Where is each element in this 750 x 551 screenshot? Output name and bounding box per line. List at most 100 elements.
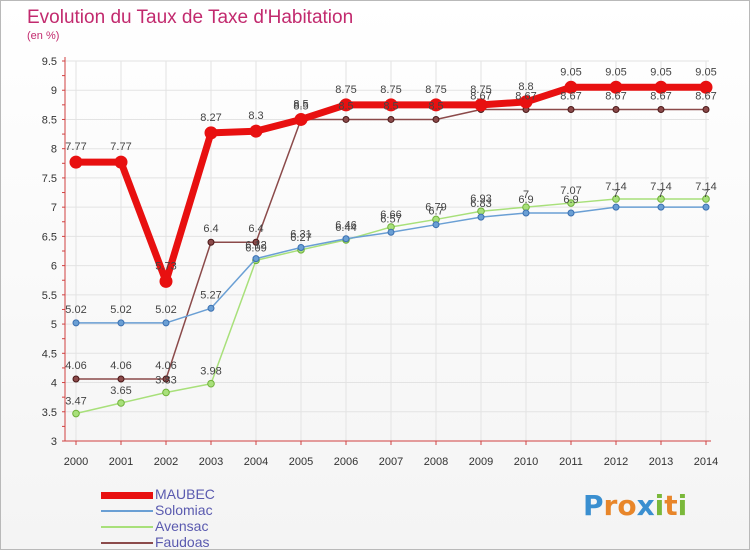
data-point-maubec [204,126,218,140]
legend-swatch [101,542,153,544]
data-label-faudoas: 8.67 [515,91,536,103]
data-label-faudoas: 8.67 [695,91,716,103]
data-label-faudoas: 8.67 [605,91,626,103]
data-label-maubec: 8.5 [293,98,308,110]
data-point-maubec [654,80,668,94]
logo-letter: t [664,489,678,522]
data-point-solomiac [657,203,665,211]
data-label-maubec: 7.77 [110,141,131,153]
data-point-maubec [249,124,263,138]
data-point-solomiac [117,319,125,327]
data-point-faudoas [657,106,665,114]
legend-label: Avensac [155,518,209,534]
data-point-faudoas [387,115,395,123]
data-label-avensac: 7 [523,189,529,201]
data-label-avensac: 6.27 [290,232,311,244]
data-label-maubec: 8.75 [335,84,356,96]
legend-swatch [101,510,153,512]
data-label-maubec: 8.3 [248,110,263,122]
data-point-faudoas [162,375,170,383]
data-label-faudoas: 8.5 [383,100,398,112]
data-label-maubec: 8.27 [200,112,221,124]
data-label-solomiac: 5.02 [110,304,131,316]
data-point-solomiac [432,221,440,229]
x-tick-label: 2009 [469,456,493,468]
data-label-avensac: 7.14 [695,181,716,193]
data-point-solomiac [72,319,80,327]
data-label-faudoas: 8.5 [428,100,443,112]
data-label-maubec: 7.77 [65,141,86,153]
legend-swatch [101,526,153,528]
data-point-maubec [609,80,623,94]
y-tick-label: 6.5 [42,231,57,243]
data-point-maubec [699,80,713,94]
data-label-avensac: 7.14 [650,181,671,193]
data-label-maubec: 9.05 [695,66,716,78]
chart-unit-label: (en %) [27,30,60,42]
y-tick-label: 6 [51,261,57,273]
x-tick-label: 2006 [334,456,358,468]
data-label-faudoas: 8.5 [338,100,353,112]
legend-label: MAUBEC [155,486,215,502]
logo-letter: o [617,489,637,522]
logo-letter: i [677,489,688,522]
proxiti-logo: Proxiti [583,489,687,522]
y-tick-label: 4.5 [42,348,57,360]
data-point-maubec [384,98,398,112]
data-label-avensac: 3.98 [200,366,221,378]
legend-label: Solomiac [155,502,213,518]
data-label-faudoas: 8.67 [650,91,671,103]
data-label-solomiac: 6.9 [563,194,578,206]
data-point-solomiac [702,203,710,211]
data-label-faudoas: 4.06 [65,360,86,372]
data-label-faudoas: 8.67 [470,91,491,103]
x-tick-label: 2011 [559,456,583,468]
data-point-maubec [159,274,173,288]
data-point-avensac [207,379,215,388]
x-tick-label: 2014 [694,456,718,468]
data-label-solomiac: 6.83 [470,198,491,210]
data-point-maubec [429,98,443,112]
data-label-solomiac: 5.27 [200,289,221,301]
data-point-faudoas [612,106,620,114]
logo-letter: r [603,489,618,522]
legend-label: Faudoas [155,534,210,550]
data-label-avensac: 6.79 [425,201,446,213]
x-tick-label: 2013 [649,456,673,468]
y-tick-label: 3 [51,436,57,448]
data-point-solomiac [207,304,215,312]
data-label-solomiac: 6.46 [335,220,356,232]
logo-letter: P [583,489,604,522]
data-point-solomiac [522,209,530,217]
y-tick-label: 5 [51,319,57,331]
data-label-solomiac: 5.02 [65,304,86,316]
data-point-avensac [162,388,170,397]
y-tick-label: 7 [51,202,57,214]
data-point-solomiac [342,235,350,243]
data-label-avensac: 3.83 [155,374,176,386]
data-label-maubec: 8.75 [425,84,446,96]
y-tick-label: 8.5 [42,114,57,126]
logo-letter: x [636,489,655,522]
data-label-faudoas: 4.06 [110,360,131,372]
data-label-avensac: 3.47 [65,396,86,408]
data-label-solomiac: 7 [703,188,709,200]
data-label-avensac: 3.65 [110,385,131,397]
data-label-solomiac: 7 [613,188,619,200]
data-label-avensac: 6.09 [245,242,266,254]
data-point-avensac [72,409,80,418]
data-label-faudoas: 8.5 [293,100,308,112]
data-point-avensac [567,199,575,207]
data-label-solomiac: 7 [658,188,664,200]
data-label-faudoas: 8.67 [560,91,581,103]
data-point-solomiac [162,319,170,327]
legend-swatch [101,492,153,499]
data-point-maubec [294,112,308,126]
data-point-faudoas [432,115,440,123]
data-label-solomiac: 6.7 [428,206,443,218]
y-tick-label: 3.5 [42,407,57,419]
data-label-maubec: 8.75 [380,84,401,96]
data-point-faudoas [72,375,80,383]
x-tick-label: 2012 [604,456,628,468]
